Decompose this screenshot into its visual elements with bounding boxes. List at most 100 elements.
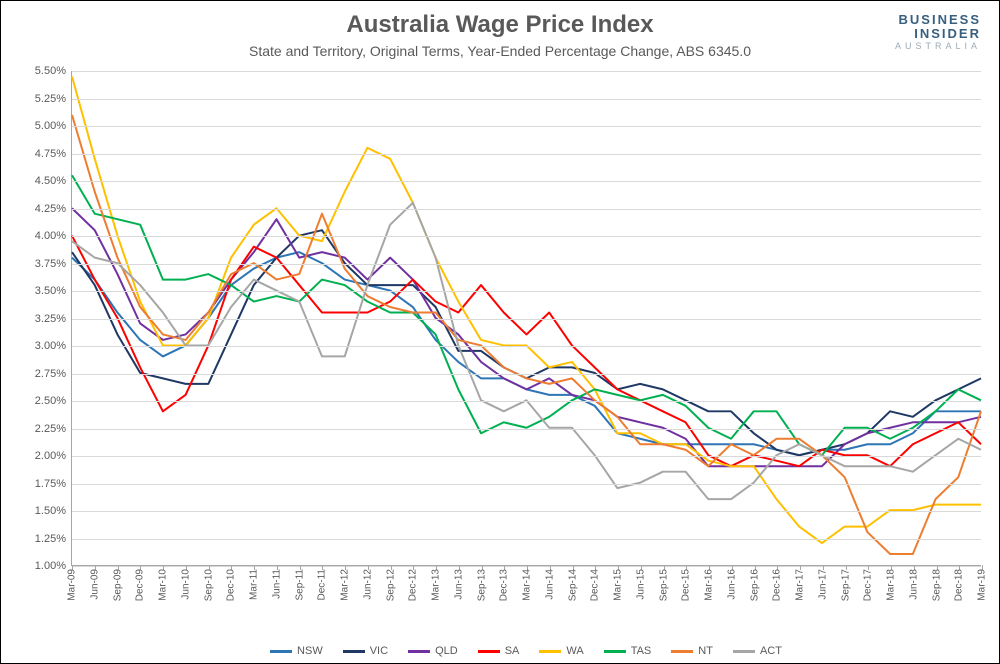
x-axis-label: Dec-16 [772,569,783,601]
legend-swatch-icon [270,650,292,653]
y-axis-label: 4.25% [35,203,66,215]
y-axis-label: 3.25% [35,313,66,325]
legend-label: TAS [631,645,652,657]
gridline [72,456,981,457]
x-axis-label: Jun-14 [544,569,555,600]
gridline [72,429,981,430]
legend-item-tas: TAS [604,645,652,657]
gridline [72,484,981,485]
x-axis-label: Jun-12 [362,569,373,600]
y-axis-label: 4.00% [35,230,66,242]
x-axis-label: Sep-15 [658,569,669,601]
x-axis-label: Dec-14 [590,569,601,601]
x-axis-label: Jun-11 [271,569,282,599]
x-axis-label: Sep-13 [476,569,487,601]
series-line-sa [72,236,981,467]
gridline [72,291,981,292]
y-axis-label: 5.50% [35,65,66,77]
gridline [72,154,981,155]
legend-swatch-icon [343,650,365,653]
y-axis-label: 3.50% [35,285,66,297]
series-line-wa [72,76,981,543]
legend-item-nsw: NSW [270,645,323,657]
x-axis-label: Dec-10 [226,569,237,601]
y-axis-label: 2.25% [35,423,66,435]
y-axis-label: 3.75% [35,258,66,270]
gridline [72,401,981,402]
gridline [72,126,981,127]
gridline [72,511,981,512]
brand-line2: INSIDER [895,27,981,41]
series-line-nsw [72,252,981,455]
legend-item-vic: VIC [343,645,388,657]
legend-swatch-icon [408,650,430,653]
y-axis-label: 1.00% [35,560,66,572]
x-axis-label: Jun-18 [908,569,919,600]
y-axis-label: 5.25% [35,93,66,105]
x-axis-label: Sep-11 [294,569,305,601]
gridline [72,539,981,540]
x-axis-label: Jun-10 [180,569,191,600]
legend-item-qld: QLD [408,645,458,657]
x-axis-label: Dec-09 [135,569,146,601]
y-axis-label: 1.75% [35,478,66,490]
x-axis-label: Sep-10 [203,569,214,601]
y-axis-label: 4.50% [35,175,66,187]
x-axis-label: Sep-18 [931,569,942,601]
y-axis-label: 1.25% [35,533,66,545]
y-axis-label: 5.00% [35,120,66,132]
x-axis-label: Jun-09 [89,569,100,600]
gridline [72,236,981,237]
brand-logo: BUSINESS INSIDER AUSTRALIA [895,13,981,52]
gridline [72,374,981,375]
gridline [72,99,981,100]
page-subtitle: State and Territory, Original Terms, Yea… [1,43,999,59]
gridline [72,346,981,347]
gridline [72,319,981,320]
legend-label: QLD [435,645,458,657]
legend-label: NSW [297,645,323,657]
x-axis-label: Jun-15 [635,569,646,600]
x-axis-label: Mar-15 [613,569,624,601]
page-title: Australia Wage Price Index [1,11,999,39]
x-axis-label: Dec-11 [317,569,328,601]
legend-item-sa: SA [478,645,520,657]
legend-item-nt: NT [671,645,713,657]
legend-label: NT [698,645,713,657]
x-axis-label: Mar-13 [431,569,442,601]
brand-line1: BUSINESS [895,13,981,27]
gridline [72,264,981,265]
legend-label: WA [566,645,583,657]
gridline [72,181,981,182]
gridline [72,71,981,72]
x-axis-label: Jun-17 [817,569,828,600]
gridline [72,209,981,210]
x-axis-label: Mar-11 [249,569,260,600]
legend: NSW VIC QLD SA WA TAS NT ACT [71,644,981,658]
x-axis-label: Mar-12 [340,569,351,601]
x-axis-label: Dec-18 [954,569,965,601]
x-axis-label: Sep-09 [112,569,123,601]
y-axis-label: 2.75% [35,368,66,380]
brand-line3: AUSTRALIA [895,42,981,51]
x-axis-label: Dec-13 [499,569,510,601]
x-axis-label: Jun-13 [453,569,464,600]
legend-swatch-icon [733,650,755,653]
x-axis-label: Sep-12 [385,569,396,601]
y-axis-label: 2.00% [35,450,66,462]
legend-swatch-icon [671,650,693,653]
y-axis-label: 1.50% [35,505,66,517]
x-axis-label: Mar-19 [977,569,988,601]
x-axis-label: Dec-12 [408,569,419,601]
y-axis-label: 3.00% [35,340,66,352]
legend-swatch-icon [604,650,626,653]
legend-swatch-icon [478,650,500,653]
x-axis-label: Jun-16 [726,569,737,600]
plot-area: 1.00%1.25%1.50%1.75%2.00%2.25%2.50%2.75%… [71,71,981,566]
x-axis-label: Mar-18 [886,569,897,601]
x-axis-label: Sep-14 [567,569,578,601]
x-axis-label: Mar-10 [158,569,169,601]
x-axis-label: Mar-09 [67,569,78,601]
x-axis-label: Dec-15 [681,569,692,601]
legend-item-act: ACT [733,645,782,657]
